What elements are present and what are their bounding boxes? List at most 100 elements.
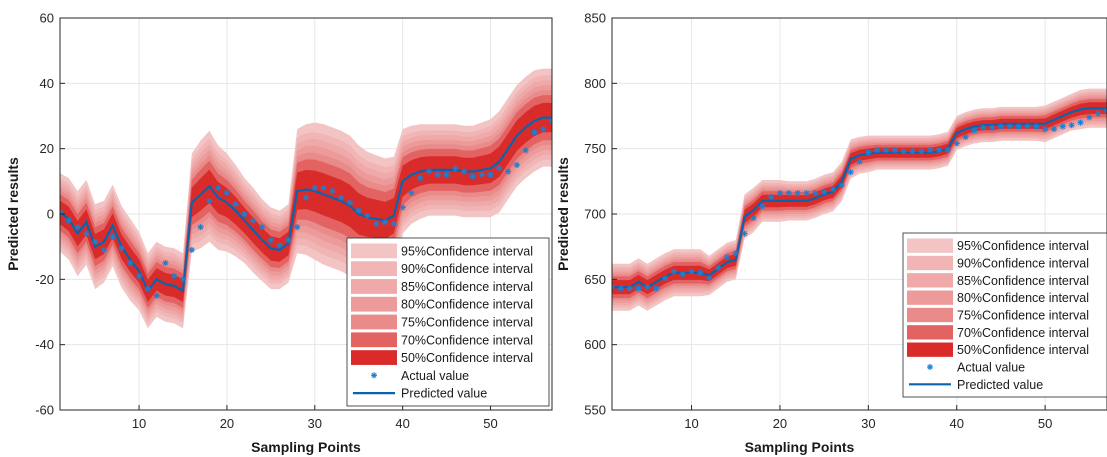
actual-point	[136, 273, 143, 280]
y-tick-label: 20	[40, 141, 54, 156]
actual-point	[180, 276, 186, 283]
actual-point	[944, 146, 951, 153]
legend-swatch-95	[907, 238, 953, 253]
actual-point	[1059, 123, 1066, 130]
actual-point	[346, 199, 353, 206]
legend-swatch-95	[351, 243, 397, 259]
x-axis-label: Sampling Points	[251, 439, 361, 455]
actual-point	[496, 165, 503, 172]
actual-point	[338, 194, 345, 201]
actual-point	[971, 127, 978, 134]
y-axis-label: Predicted results	[555, 157, 571, 271]
legend-label: 90%Confidence interval	[401, 262, 533, 276]
legend-label: 95%Confidence interval	[957, 239, 1089, 253]
legend-swatch-75	[907, 307, 953, 323]
actual-point	[505, 168, 512, 175]
legend-swatch-80	[351, 296, 397, 312]
actual-point	[803, 190, 810, 197]
actual-point	[276, 242, 283, 249]
y-tick-label: 700	[584, 207, 606, 222]
left-chart: 10 20 30 40 50 -60 -40 -20 0 20 40 60 Sampling Point…	[5, 11, 553, 455]
actual-point	[540, 126, 547, 133]
actual-point	[452, 165, 459, 172]
actual-point	[267, 237, 274, 244]
actual-point	[162, 260, 169, 266]
y-tick-label: 40	[40, 76, 54, 91]
x-tick-label: 10	[684, 416, 698, 431]
x-tick-label: 30	[861, 416, 875, 431]
actual-point	[434, 171, 441, 178]
actual-point	[294, 224, 301, 231]
actual-point	[679, 271, 686, 278]
actual-point	[355, 207, 362, 214]
legend-label: 50%Confidence interval	[401, 351, 533, 365]
predicted-line	[60, 116, 552, 293]
actual-point	[83, 230, 90, 237]
actual-point	[838, 182, 845, 189]
actual-point	[1068, 122, 1075, 129]
legend-swatch-75	[351, 314, 397, 330]
actual-point	[188, 246, 195, 253]
x-tick-label: 10	[132, 416, 146, 431]
actual-point	[927, 146, 934, 153]
actual-point	[311, 184, 318, 191]
y-tick-label: 850	[584, 11, 606, 26]
actual-point	[1015, 123, 1022, 130]
legend-label: 85%Confidence interval	[401, 280, 533, 294]
legend-swatch-50	[907, 342, 953, 357]
actual-point	[768, 194, 775, 201]
right-chart: 10 20 30 40 50 550 600 650 700 750 800 850 Sampling …	[555, 11, 1107, 455]
legend-swatch-50	[351, 350, 397, 365]
actual-point	[962, 133, 969, 140]
band-50	[612, 102, 1107, 295]
actual-point	[373, 220, 380, 227]
actual-point	[109, 233, 116, 240]
actual-points	[612, 107, 1107, 292]
actual-point	[750, 214, 757, 221]
legend-label: 80%Confidence interval	[957, 291, 1089, 305]
actual-point	[644, 284, 651, 291]
actual-point	[461, 168, 468, 175]
actual-point	[865, 149, 872, 156]
legend-label: 85%Confidence interval	[957, 274, 1089, 288]
y-tick-label: 550	[584, 403, 606, 418]
actual-point	[997, 123, 1004, 130]
actual-point	[626, 285, 633, 292]
actual-point	[1086, 114, 1093, 121]
y-tick-label: 0	[47, 207, 54, 222]
actual-point	[478, 171, 485, 178]
actual-point	[953, 140, 960, 147]
actual-point	[776, 190, 783, 197]
actual-point	[171, 273, 178, 280]
actual-point	[706, 275, 713, 282]
legend-swatch-90	[351, 261, 397, 277]
y-tick-label: 60	[40, 11, 54, 26]
actual-point	[653, 285, 660, 292]
actual-point	[891, 146, 898, 153]
y-tick-label: -20	[35, 272, 54, 287]
legend-swatch-70	[907, 325, 953, 340]
actual-point	[785, 190, 792, 197]
actual-point	[118, 245, 125, 252]
actual-point	[74, 224, 81, 231]
legend-label: Predicted value	[957, 378, 1043, 392]
actual-point	[794, 190, 801, 197]
x-tick-label: 30	[308, 416, 322, 431]
legend-label: 70%Confidence interval	[957, 326, 1089, 340]
y-tick-label: 800	[584, 76, 606, 91]
actual-point	[531, 129, 538, 136]
actual-point	[241, 211, 248, 217]
x-tick-label: 20	[220, 416, 234, 431]
actual-point	[487, 171, 494, 178]
actual-point	[1006, 123, 1013, 130]
legend: 95%Confidence interval 90%Confidence inte…	[902, 232, 1107, 398]
legend-label: Actual value	[957, 361, 1025, 375]
actual-point	[232, 201, 239, 208]
legend-label: 80%Confidence interval	[401, 298, 533, 312]
legend-label: 95%Confidence interval	[401, 244, 533, 258]
actual-point	[662, 275, 669, 282]
actual-point	[382, 219, 389, 226]
actual-point	[1050, 126, 1057, 133]
actual-point	[513, 162, 520, 168]
actual-point	[697, 269, 704, 276]
